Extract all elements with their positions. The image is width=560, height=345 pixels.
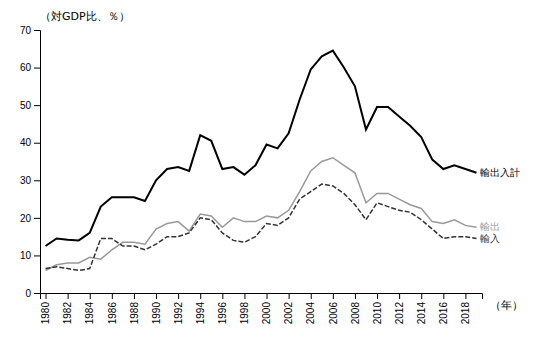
x-tick: 1984: [84, 293, 95, 324]
x-tick-label: 1986: [107, 302, 118, 325]
y-axis-line: [34, 31, 41, 294]
y-tick-mark: [34, 68, 40, 69]
y-tick: 20: [20, 213, 40, 224]
y-tick-mark: [34, 218, 40, 219]
line-labels: 輸出入計輸出輸入: [480, 167, 520, 244]
x-tick-mark: [333, 293, 334, 299]
y-tick: 10: [20, 250, 40, 261]
x-tick-mark: [421, 293, 422, 299]
y-tick-label: 40: [20, 137, 32, 148]
x-tick-label: 1984: [84, 302, 95, 325]
x-tick-mark: [200, 293, 201, 299]
x-tick-label: 2018: [460, 302, 471, 325]
y-tick-label: 20: [20, 213, 32, 224]
x-tick-label: 1998: [239, 302, 250, 325]
x-tick: 2004: [305, 293, 316, 324]
y-tick-mark: [34, 180, 40, 181]
x-tick-mark: [156, 293, 157, 299]
x-tick-mark: [465, 293, 466, 299]
x-tick: 2006: [328, 293, 339, 324]
x-tick-label: 2010: [372, 302, 383, 325]
x-tick-mark: [68, 293, 69, 299]
y-tick-mark: [34, 143, 40, 144]
x-tick: 2000: [261, 293, 272, 324]
y-tick: 70: [20, 25, 40, 36]
x-tick-label: 1990: [151, 302, 162, 325]
x-tick-label: 2012: [394, 302, 405, 325]
plot-area: [46, 51, 477, 271]
x-tick-mark: [355, 293, 356, 299]
y-tick: 30: [20, 175, 40, 186]
x-tick-mark: [377, 293, 378, 299]
x-tick: 1992: [173, 293, 184, 324]
x-tick: 2008: [350, 293, 361, 324]
y-tick-label: 60: [20, 62, 32, 73]
x-tick: 1994: [195, 293, 206, 324]
y-tick: 50: [20, 100, 40, 111]
x-tick-mark: [244, 293, 245, 299]
series-label: 輸出: [480, 221, 500, 232]
series-line: [46, 51, 477, 246]
x-tick: 1988: [129, 293, 140, 324]
x-axis-line: [41, 294, 483, 300]
x-tick: 1980: [40, 293, 51, 324]
y-tick-mark: [34, 30, 40, 31]
x-tick-label: 2004: [305, 302, 316, 325]
x-tick-mark: [222, 293, 223, 299]
x-tick-mark: [90, 293, 91, 299]
y-tick: 60: [20, 62, 40, 73]
x-tick-label: 2014: [416, 302, 427, 325]
x-tick-label: 1996: [217, 302, 228, 325]
x-tick: 2012: [394, 293, 405, 324]
x-tick: 1998: [239, 293, 250, 324]
x-tick: 2018: [460, 293, 471, 324]
y-tick-label: 10: [20, 250, 32, 261]
x-tick-label: 2008: [350, 302, 361, 325]
x-tick-mark: [112, 293, 113, 299]
y-tick-label: 30: [20, 175, 32, 186]
x-axis: 1980 1982 1984 1986 1988 1990 1992 1994 1996 1998…: [40, 293, 482, 324]
y-tick-label: 0: [25, 288, 31, 299]
x-tick-label: 1992: [173, 302, 184, 325]
x-tick-mark: [443, 293, 444, 299]
x-tick: 1986: [107, 293, 118, 324]
x-tick-mark: [134, 293, 135, 299]
series-label: 輸入: [480, 233, 500, 244]
x-tick-label: 2002: [283, 302, 294, 325]
x-tick: 2016: [438, 293, 449, 324]
x-tick-label: 2006: [328, 302, 339, 325]
x-tick-mark: [178, 293, 179, 299]
y-tick-mark: [34, 255, 40, 256]
x-tick-label: 1994: [195, 302, 206, 325]
x-tick-label: 1980: [40, 302, 51, 325]
x-tick-label: 2016: [438, 302, 449, 325]
x-tick-label: 1982: [62, 302, 73, 325]
series-line: [46, 184, 477, 270]
y-axis-title: （対GDP比、％）: [40, 10, 130, 23]
x-tick-label: 2000: [261, 302, 272, 325]
y-tick: 0: [25, 288, 40, 299]
series-line: [46, 158, 477, 271]
x-tick-mark: [289, 293, 290, 299]
x-tick: 2002: [283, 293, 294, 324]
y-axis: 0 10 20 30 40 50 60 70: [20, 25, 41, 299]
x-tick: 2014: [416, 293, 427, 324]
y-tick: 40: [20, 137, 40, 148]
y-tick-label: 50: [20, 100, 32, 111]
x-tick: 1996: [217, 293, 228, 324]
x-tick: 1990: [151, 293, 162, 324]
x-axis-title: （年）: [490, 299, 523, 312]
x-tick: 2010: [372, 293, 383, 324]
x-tick: 1982: [62, 293, 73, 324]
x-tick-label: 1988: [129, 302, 140, 325]
x-tick-mark: [267, 293, 268, 299]
y-tick-mark: [34, 105, 40, 106]
x-tick-mark: [46, 293, 47, 299]
series-label: 輸出入計: [480, 167, 520, 178]
x-tick-mark: [399, 293, 400, 299]
y-tick-label: 70: [20, 25, 32, 36]
x-tick-mark: [311, 293, 312, 299]
y-tick-mark: [34, 293, 40, 294]
chart-svg: 1980 1982 1984 1986 1988 1990 1992 1994 1996 1998…: [0, 0, 560, 345]
